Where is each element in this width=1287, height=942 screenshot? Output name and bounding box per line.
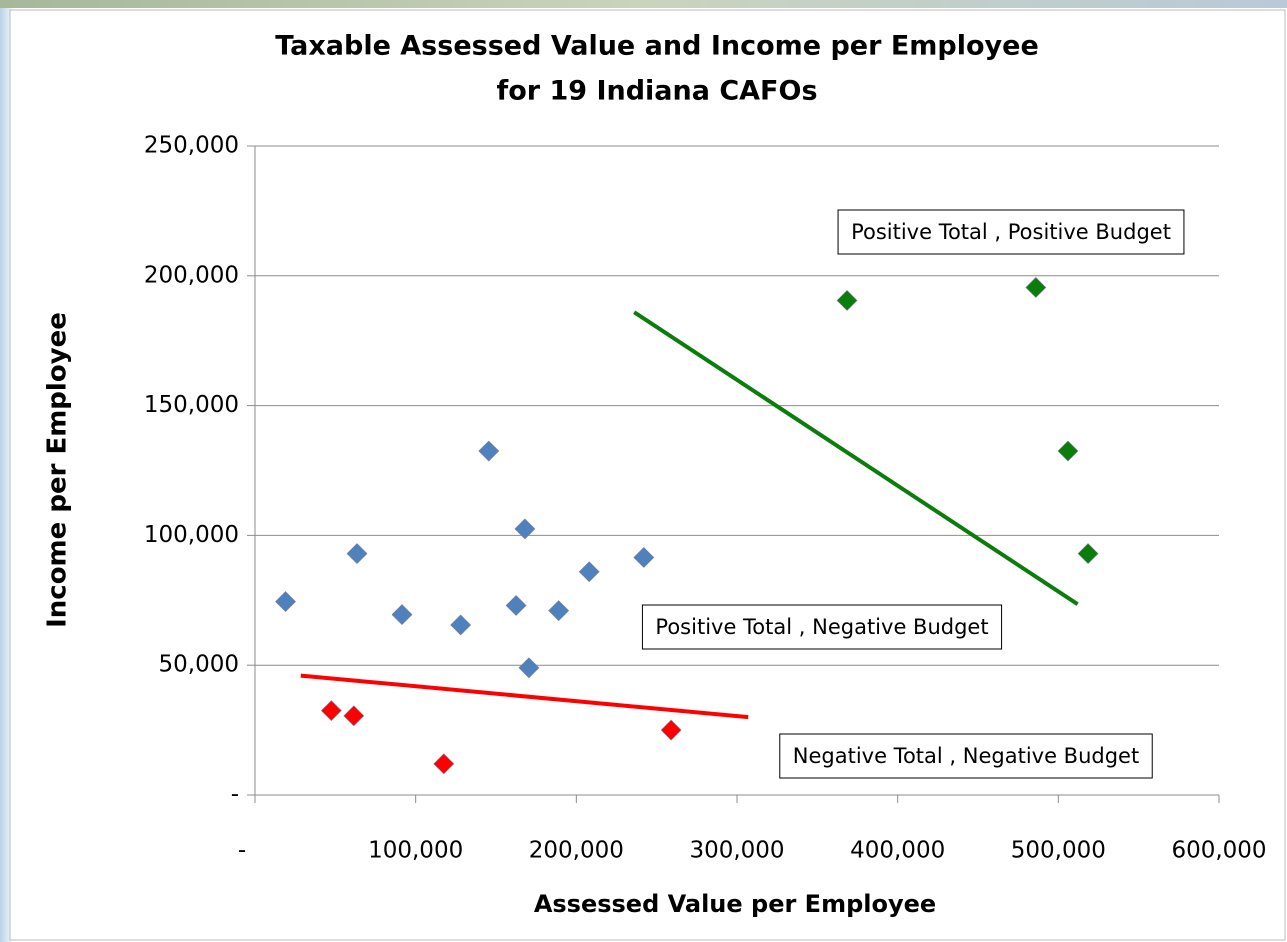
chart-title: Taxable Assessed Value and Income per Em… [275, 31, 1039, 62]
data-point [343, 705, 365, 727]
annotation-box [641, 604, 1003, 650]
data-point [518, 657, 540, 679]
data-point [391, 604, 413, 626]
annotation-text: Positive Total , Positive Budget [851, 220, 1171, 244]
x-tick-label: 500,000 [1011, 838, 1106, 864]
annotation-box [837, 209, 1185, 255]
data-point [478, 440, 500, 462]
annotation-box [779, 733, 1153, 779]
x-tick-label: 200,000 [529, 838, 624, 864]
y-tick-label: 250,000 [144, 133, 239, 159]
x-tick-label: - [238, 838, 246, 864]
x-tick-label: 600,000 [1171, 838, 1266, 864]
slide-top-strip [0, 0, 1287, 8]
data-point [514, 518, 536, 540]
x-tick-label: 100,000 [368, 838, 463, 864]
data-point [1077, 543, 1099, 564]
data-point [450, 614, 472, 636]
data-point [1057, 440, 1079, 462]
x-tick-label: 400,000 [850, 838, 945, 864]
data-point [433, 753, 455, 775]
data-point [578, 561, 600, 583]
data-point [836, 290, 858, 311]
y-tick-label: - [231, 782, 239, 808]
data-point [320, 700, 342, 722]
y-tick-label: 100,000 [144, 522, 239, 548]
data-point [1025, 277, 1047, 298]
chart-title: for 19 Indiana CAFOs [496, 76, 817, 107]
annotation-text: Positive Total , Negative Budget [655, 615, 988, 639]
y-axis-label: Income per Employee [43, 312, 73, 628]
y-tick-label: 200,000 [144, 262, 239, 288]
data-point [346, 543, 368, 564]
data-point [548, 600, 570, 622]
data-point [633, 547, 655, 568]
chart-area [9, 9, 1286, 941]
x-tick-label: 300,000 [689, 838, 784, 864]
trend-line [300, 673, 749, 720]
trend-line [633, 310, 1079, 606]
y-tick-label: 50,000 [159, 652, 239, 678]
y-tick-label: 150,000 [144, 392, 239, 418]
data-point [275, 591, 296, 613]
data-point [505, 595, 527, 616]
annotation-text: Negative Total , Negative Budget [793, 744, 1139, 768]
data-point [660, 719, 682, 741]
x-axis-label: Assessed Value per Employee [534, 890, 936, 918]
